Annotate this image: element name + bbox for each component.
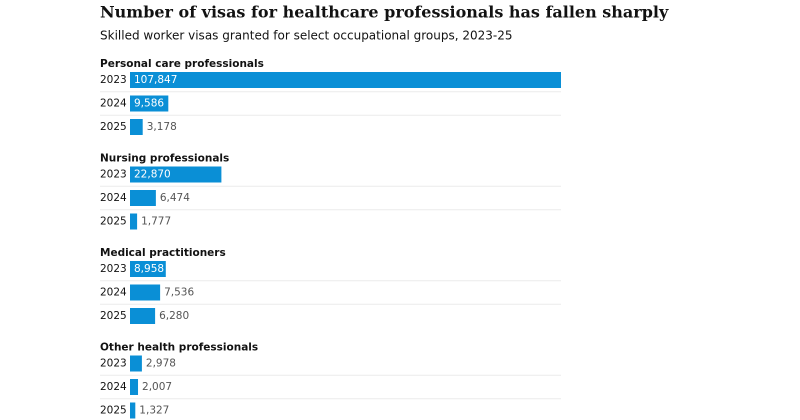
year-label: 2023 <box>100 358 127 370</box>
value-label: 6,280 <box>159 310 189 322</box>
value-label: 9,586 <box>134 98 164 110</box>
bar <box>130 379 139 395</box>
group-label: Nursing professionals <box>100 153 229 165</box>
year-label: 2024 <box>100 192 127 204</box>
year-label: 2023 <box>100 263 127 275</box>
year-label: 2024 <box>100 98 127 110</box>
value-label: 3,178 <box>147 121 177 133</box>
group-label: Medical practitioners <box>100 247 226 259</box>
year-label: 2023 <box>100 169 127 181</box>
value-label: 22,870 <box>134 169 171 181</box>
bar <box>130 213 138 230</box>
year-label: 2025 <box>100 121 127 133</box>
value-label: 6,474 <box>160 192 190 204</box>
bar <box>130 190 156 206</box>
bar <box>130 95 169 112</box>
year-label: 2025 <box>100 216 127 228</box>
value-label: 107,847 <box>134 74 177 86</box>
group-label: Other health professionals <box>100 342 258 354</box>
value-label: 2,007 <box>142 381 172 393</box>
bar <box>130 119 143 135</box>
chart-subtitle: Skilled worker visas granted for select … <box>100 29 513 43</box>
bar <box>130 284 161 301</box>
bar <box>130 308 156 324</box>
bar <box>130 72 561 88</box>
year-label: 2025 <box>100 405 127 417</box>
bar <box>130 261 166 277</box>
year-label: 2023 <box>100 74 127 86</box>
bar <box>130 166 222 183</box>
value-label: 7,536 <box>164 287 194 299</box>
chart-title: Number of visas for healthcare professio… <box>100 3 669 22</box>
bar <box>130 402 136 419</box>
year-label: 2024 <box>100 381 127 393</box>
value-label: 1,777 <box>141 216 171 228</box>
group-label: Personal care professionals <box>100 58 264 70</box>
bar <box>130 355 142 372</box>
year-label: 2025 <box>100 310 127 322</box>
value-label: 8,958 <box>134 263 164 275</box>
year-label: 2024 <box>100 287 127 299</box>
value-label: 2,978 <box>146 358 176 370</box>
value-label: 1,327 <box>139 405 169 417</box>
